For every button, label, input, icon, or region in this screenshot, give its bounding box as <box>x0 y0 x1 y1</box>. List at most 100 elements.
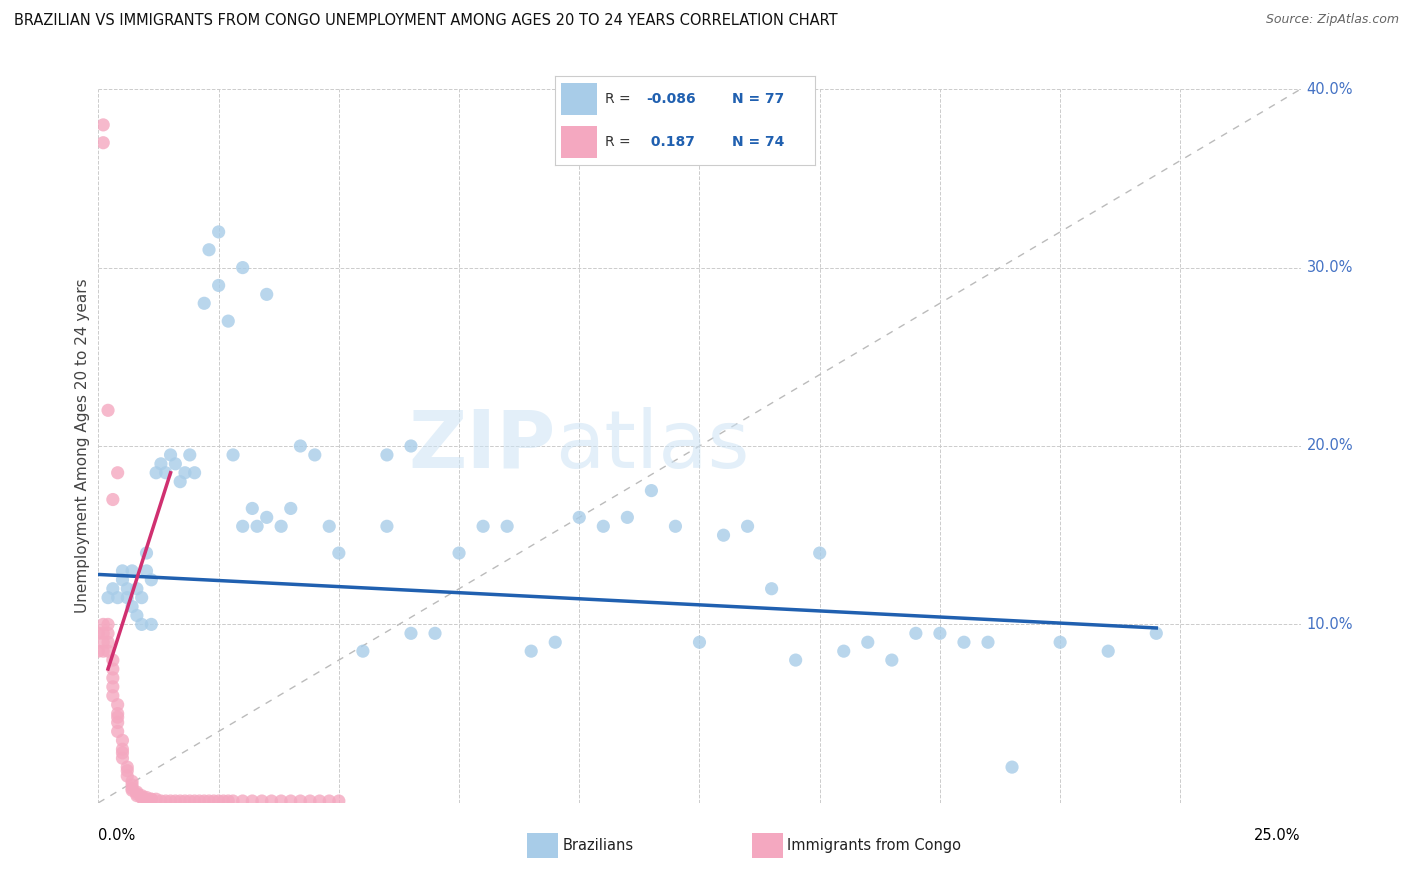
Point <box>568 510 591 524</box>
Point <box>761 582 783 596</box>
Point <box>131 790 153 805</box>
Point <box>328 546 350 560</box>
Point <box>447 546 470 560</box>
Point <box>97 403 120 417</box>
Point <box>101 662 124 676</box>
Text: Immigrants from Congo: Immigrants from Congo <box>787 838 962 853</box>
Text: 20.0%: 20.0% <box>1306 439 1353 453</box>
Point <box>616 510 638 524</box>
Point <box>121 564 143 578</box>
Point <box>101 680 124 694</box>
Point <box>352 644 374 658</box>
Text: N = 77: N = 77 <box>733 92 785 106</box>
Text: 25.0%: 25.0% <box>1254 828 1301 843</box>
Point <box>193 296 215 310</box>
Point <box>117 764 139 778</box>
Point <box>117 591 139 605</box>
Point <box>107 591 129 605</box>
Point <box>97 617 120 632</box>
Point <box>159 794 181 808</box>
Point <box>145 792 167 806</box>
Point <box>107 706 129 721</box>
Point <box>328 794 350 808</box>
Y-axis label: Unemployment Among Ages 20 to 24 years: Unemployment Among Ages 20 to 24 years <box>75 278 90 614</box>
Point <box>135 790 157 805</box>
Point <box>121 783 143 797</box>
Point <box>785 653 807 667</box>
Point <box>179 794 201 808</box>
Point <box>131 617 153 632</box>
Text: 40.0%: 40.0% <box>1306 82 1353 96</box>
Point <box>145 466 167 480</box>
Point <box>97 626 120 640</box>
Point <box>117 760 139 774</box>
Point <box>174 794 197 808</box>
Point <box>121 599 143 614</box>
Point <box>141 573 163 587</box>
Point <box>101 653 124 667</box>
Point <box>318 794 340 808</box>
Point <box>318 519 340 533</box>
Point <box>193 794 215 808</box>
Point <box>101 689 124 703</box>
Point <box>111 564 134 578</box>
Point <box>1144 626 1167 640</box>
Point <box>97 591 120 605</box>
Point <box>174 466 197 480</box>
Text: 0.187: 0.187 <box>647 135 696 149</box>
Point <box>640 483 662 498</box>
Point <box>149 457 172 471</box>
Point <box>250 794 273 808</box>
Point <box>117 769 139 783</box>
Point <box>107 710 129 724</box>
Point <box>159 448 181 462</box>
Text: -0.086: -0.086 <box>647 92 696 106</box>
Point <box>544 635 567 649</box>
Point <box>280 501 302 516</box>
Text: R =: R = <box>605 135 634 149</box>
Point <box>165 457 187 471</box>
Point <box>111 573 134 587</box>
Point <box>256 287 278 301</box>
Point <box>183 466 205 480</box>
Point <box>121 778 143 792</box>
Point <box>169 475 191 489</box>
Point <box>308 794 330 808</box>
Point <box>198 243 221 257</box>
Point <box>399 626 422 640</box>
Bar <box>561 126 598 158</box>
Point <box>1049 635 1071 649</box>
Point <box>198 794 221 808</box>
Point <box>1097 644 1119 658</box>
Point <box>135 546 157 560</box>
Point <box>155 794 177 808</box>
Point <box>87 644 110 658</box>
Point <box>222 794 245 808</box>
Point <box>155 466 177 480</box>
Text: N = 74: N = 74 <box>733 135 785 149</box>
Point <box>856 635 879 649</box>
Text: ZIP: ZIP <box>408 407 555 485</box>
Point <box>232 260 254 275</box>
Point <box>232 794 254 808</box>
Point <box>179 448 201 462</box>
Point <box>91 118 114 132</box>
Point <box>375 448 398 462</box>
Point <box>131 789 153 803</box>
Point <box>280 794 302 808</box>
Point <box>107 715 129 730</box>
Text: 30.0%: 30.0% <box>1306 260 1353 275</box>
Point <box>212 794 235 808</box>
Point <box>111 751 134 765</box>
Point <box>953 635 976 649</box>
Bar <box>561 83 598 115</box>
Point <box>290 794 312 808</box>
Point <box>125 785 148 799</box>
Point <box>232 519 254 533</box>
Point <box>256 510 278 524</box>
Point <box>149 794 172 808</box>
Point <box>240 501 263 516</box>
Point <box>111 746 134 760</box>
Point <box>87 626 110 640</box>
Point <box>107 698 129 712</box>
